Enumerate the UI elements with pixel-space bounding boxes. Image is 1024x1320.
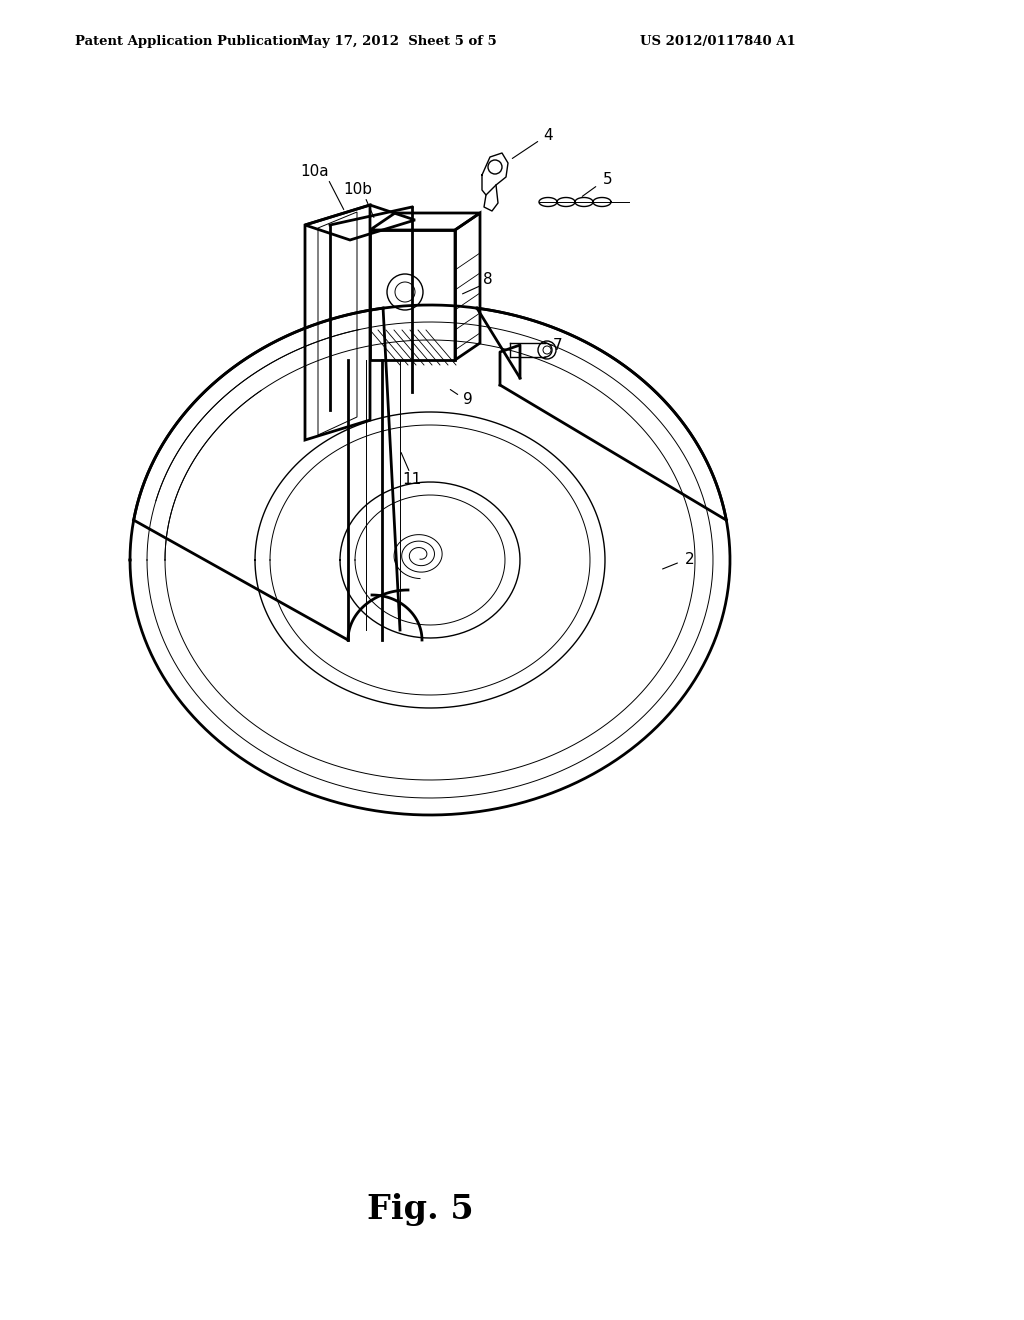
- Text: Fig. 5: Fig. 5: [367, 1193, 473, 1226]
- Text: 2: 2: [685, 553, 695, 568]
- Text: 9: 9: [463, 392, 473, 408]
- Text: 11: 11: [402, 473, 422, 487]
- Text: US 2012/0117840 A1: US 2012/0117840 A1: [640, 36, 796, 49]
- Text: 5: 5: [603, 173, 612, 187]
- Text: May 17, 2012  Sheet 5 of 5: May 17, 2012 Sheet 5 of 5: [299, 36, 497, 49]
- Text: 10b: 10b: [343, 182, 373, 198]
- Text: 4: 4: [543, 128, 553, 143]
- Text: Patent Application Publication: Patent Application Publication: [75, 36, 302, 49]
- Text: 7: 7: [553, 338, 563, 352]
- Text: 8: 8: [483, 272, 493, 288]
- Text: 10a: 10a: [301, 165, 330, 180]
